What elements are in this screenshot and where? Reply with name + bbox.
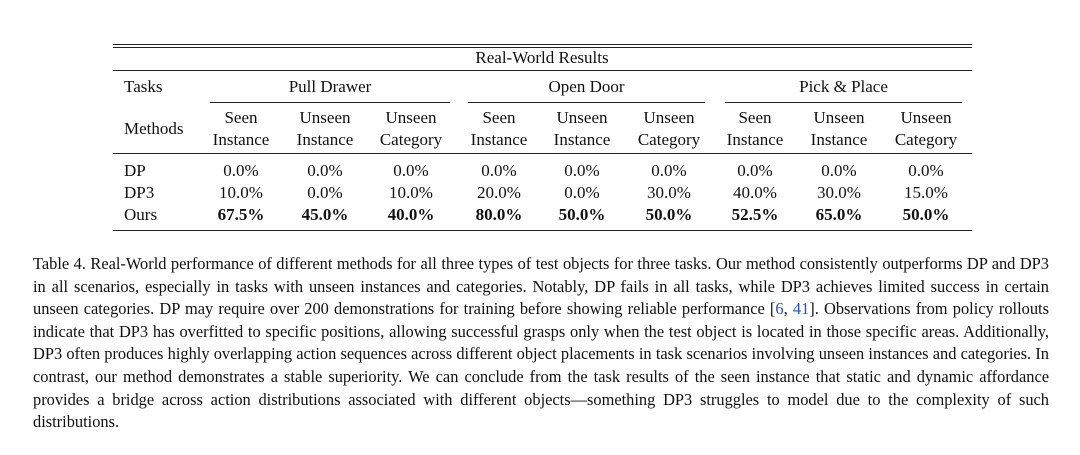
column-header: Category [637,130,701,149]
group-header: Pick & Place [799,77,888,96]
cell: 0.0% [908,161,944,180]
cell: 40.0% [733,183,777,202]
column-header: Unseen [813,108,865,127]
caption-text: ]. Observations from policy rollouts ind… [33,299,1049,432]
column-header: Category [894,130,958,149]
rule [113,70,972,71]
column-header: Unseen [385,108,437,127]
cell: 50.0% [645,205,693,224]
table-title: Real-World Results [475,48,609,67]
cell: 52.5% [731,205,779,224]
cell: 30.0% [817,183,861,202]
column-header: Unseen [556,108,608,127]
cell: 0.0% [223,161,259,180]
cell: 50.0% [902,205,950,224]
column-header: Category [379,130,443,149]
cell: 67.5% [217,205,265,224]
column-header: Unseen [299,108,351,127]
caption-text: , [783,299,793,319]
cell: 0.0% [307,183,343,202]
column-header: Seen [224,108,258,127]
cell: 10.0% [389,183,433,202]
cell: 80.0% [475,205,523,224]
citation: 6 [775,299,784,319]
top-rule [113,47,972,48]
cell: 15.0% [904,183,948,202]
cell: 0.0% [307,161,343,180]
cell: 0.0% [564,161,600,180]
column-header: Unseen [643,108,695,127]
cell: 10.0% [219,183,263,202]
column-header: Seen [482,108,516,127]
cell: 30.0% [647,183,691,202]
rule [113,153,972,154]
cell: 0.0% [481,161,517,180]
method-name: DP3 [124,183,155,202]
cell: 45.0% [301,205,349,224]
column-header: Instance [470,130,528,149]
group-rule [210,102,450,103]
cell: 0.0% [564,183,600,202]
group-rule [468,102,705,103]
top-rule [113,44,972,45]
cell: 0.0% [393,161,429,180]
cell: 0.0% [651,161,687,180]
cell: 65.0% [815,205,863,224]
column-header: Unseen [900,108,952,127]
group-header: Open Door [548,77,625,96]
cell: 50.0% [558,205,606,224]
citation: 41 [792,299,810,319]
corner-bottom: Methods [124,119,184,138]
column-header: Instance [296,130,354,149]
cell: 0.0% [821,161,857,180]
column-header: Instance [810,130,868,149]
caption-label: Table 4. [33,254,86,273]
column-header: Seen [738,108,772,127]
caption-text: Real-World performance of different meth… [33,254,1049,319]
method-name: Ours [124,205,158,224]
corner-top: Tasks [124,77,163,96]
column-header: Instance [212,130,270,149]
cell: 20.0% [477,183,521,202]
method-name: DP [124,161,146,180]
caption: Table 4. Real-World performance of diffe… [33,253,1049,434]
column-header: Instance [553,130,611,149]
bottom-rule [113,230,972,231]
cell: 0.0% [737,161,773,180]
column-header: Instance [726,130,784,149]
group-header: Pull Drawer [288,77,372,96]
cell: 40.0% [387,205,435,224]
group-rule [725,102,962,103]
